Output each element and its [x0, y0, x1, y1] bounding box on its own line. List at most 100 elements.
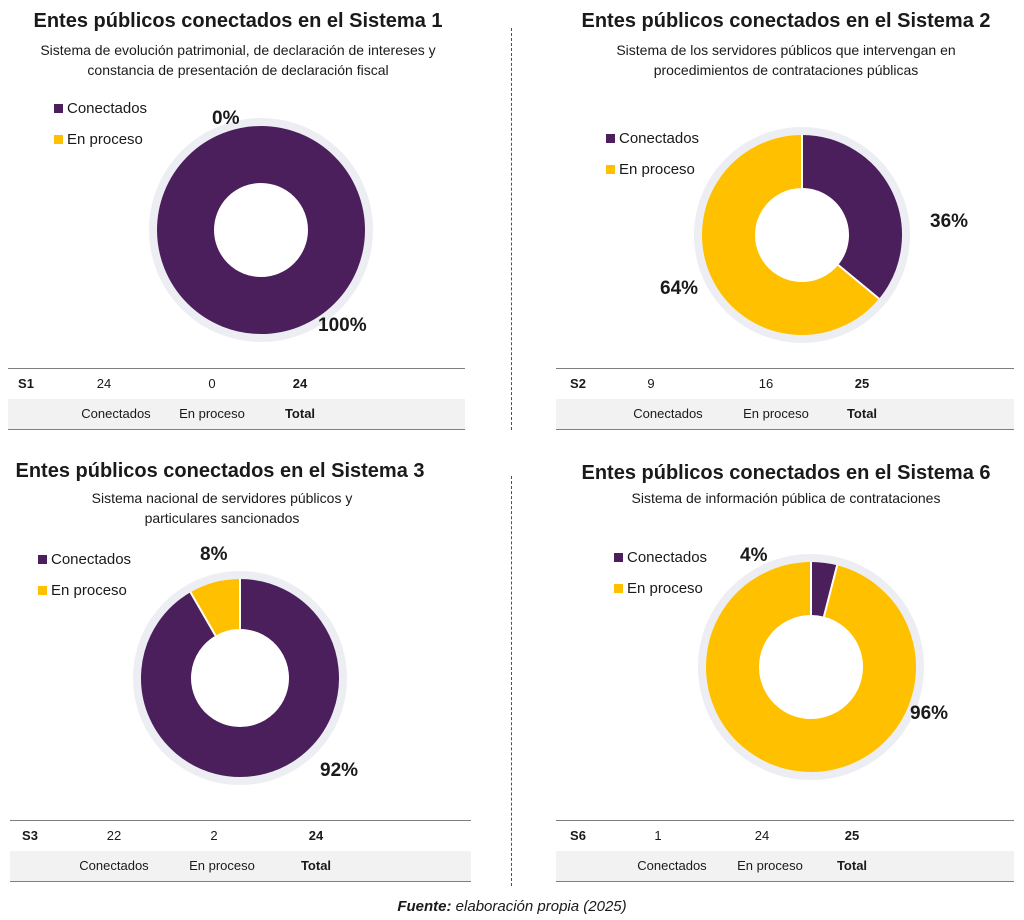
table-value-conectados: 9 [647, 376, 655, 391]
table-value-total: 25 [844, 828, 860, 843]
legend-swatch-conectados [614, 553, 623, 562]
chart-legend: Conectados En proceso [38, 544, 131, 606]
panel-sistema-1: Entes públicos conectados en el Sistema … [0, 0, 476, 440]
legend-swatch-en-proceso [38, 586, 47, 595]
legend-label: En proceso [51, 582, 127, 599]
table-row-headers: Conectados En proceso Total [10, 851, 471, 882]
table-value-total: 24 [292, 376, 308, 391]
table-value-conectados: 1 [654, 828, 662, 843]
donut-slice-conectados [157, 126, 365, 334]
table-row-headers: Conectados En proceso Total [556, 399, 1014, 430]
table-code: S1 [18, 376, 34, 391]
table-header-total: Total [836, 858, 868, 873]
donut-slice-conectados [800, 135, 902, 299]
legend-label: En proceso [627, 580, 703, 597]
pct-label-en-proceso: 96% [910, 703, 949, 724]
table-value-conectados: 24 [96, 376, 112, 391]
table-header-conectados: Conectados [637, 858, 707, 873]
table-header-conectados: Conectados [79, 858, 149, 873]
donut-shadow [133, 571, 347, 785]
slice-separator [822, 565, 839, 617]
pct-label-en-proceso: 0% [212, 108, 240, 129]
panel-sistema-2: Entes públicos conectados en el Sistema … [548, 0, 1024, 440]
subtitle-line: Sistema de información pública de contra… [631, 490, 941, 506]
table-header-conectados: Conectados [633, 406, 703, 421]
table-value-total: 24 [308, 828, 324, 843]
donut-chart [149, 118, 373, 342]
donut-chart [698, 554, 924, 780]
table-value-en-proceso: 24 [754, 828, 770, 843]
data-table: S1 24 0 24 Conectados En proceso Total [8, 368, 465, 430]
legend-label: Conectados [627, 549, 708, 566]
legend-item-en-proceso: En proceso [54, 124, 147, 155]
table-header-total: Total [846, 406, 878, 421]
panel-title: Entes públicos conectados en el Sistema … [581, 10, 991, 32]
table-row-headers: Conectados En proceso Total [8, 399, 465, 430]
panel-subtitle: Sistema de información pública de contra… [548, 488, 1024, 508]
table-header-en-proceso: En proceso [737, 858, 803, 873]
pct-label-en-proceso: 64% [660, 278, 699, 299]
donut-slice-en-proceso [190, 579, 242, 637]
donut-slice-conectados [141, 579, 339, 777]
source-text: elaboración propia (2025) [451, 898, 627, 915]
pct-label-conectados: 100% [318, 315, 367, 336]
table-value-en-proceso: 2 [210, 828, 218, 843]
donut-slice-en-proceso [702, 135, 880, 335]
table-value-total: 25 [854, 376, 870, 391]
table-row-values: S3 22 2 24 [10, 820, 471, 852]
legend-swatch-conectados [38, 555, 47, 564]
chart-legend: Conectados En proceso [54, 93, 147, 155]
donut-slice-en-proceso [706, 562, 916, 772]
table-code: S3 [22, 828, 38, 843]
donut-chart [694, 127, 910, 343]
legend-label: Conectados [51, 551, 132, 568]
panel-subtitle: Sistema de evolución patrimonial, de dec… [0, 40, 476, 80]
legend-swatch-en-proceso [614, 584, 623, 593]
legend-swatch-conectados [54, 104, 63, 113]
pct-label-en-proceso: 8% [200, 544, 228, 565]
pct-label-conectados: 4% [740, 545, 768, 566]
legend-item-conectados: Conectados [606, 123, 699, 154]
table-value-en-proceso: 0 [208, 376, 216, 391]
table-code: S2 [570, 376, 586, 391]
table-header-total: Total [300, 858, 332, 873]
panel-title: Entes públicos conectados en el Sistema … [33, 10, 443, 32]
donut-shadow [694, 127, 910, 343]
pct-label-conectados: 92% [320, 760, 359, 781]
data-table: S6 1 24 25 Conectados En proceso Total [556, 820, 1014, 882]
slice-separator [837, 264, 880, 300]
table-header-conectados: Conectados [81, 406, 151, 421]
legend-label: En proceso [67, 131, 143, 148]
slice-separator [189, 591, 217, 637]
legend-item-en-proceso: En proceso [606, 154, 699, 185]
subtitle-line: Sistema nacional de servidores públicos … [91, 490, 353, 506]
panel-sistema-6: Entes públicos conectados en el Sistema … [548, 450, 1024, 890]
chart-legend: Conectados En proceso [614, 542, 707, 604]
panel-divider-top [511, 28, 512, 430]
legend-swatch-conectados [606, 134, 615, 143]
legend-item-en-proceso: En proceso [614, 573, 707, 604]
table-header-total: Total [284, 406, 316, 421]
legend-item-conectados: Conectados [614, 542, 707, 573]
table-row-values: S1 24 0 24 [8, 368, 465, 400]
table-code: S6 [570, 828, 586, 843]
legend-item-conectados: Conectados [38, 544, 131, 575]
table-row-values: S2 9 16 25 [556, 368, 1014, 400]
table-row-headers: Conectados En proceso Total [556, 851, 1014, 882]
legend-label: En proceso [619, 161, 695, 178]
subtitle-line: constancia de presentación de declaració… [87, 62, 389, 78]
table-value-en-proceso: 16 [758, 376, 774, 391]
panel-divider-bottom [511, 476, 512, 886]
panel-sistema-3: Entes públicos conectados en el Sistema … [0, 450, 476, 890]
legend-label: Conectados [619, 130, 700, 147]
panel-title: Entes públicos conectados en el Sistema … [15, 460, 425, 482]
table-header-en-proceso: En proceso [743, 406, 809, 421]
legend-swatch-en-proceso [606, 165, 615, 174]
table-value-conectados: 22 [106, 828, 122, 843]
panel-title: Entes públicos conectados en el Sistema … [581, 462, 991, 484]
donut-shadow [149, 118, 373, 342]
donut-shadow [698, 554, 924, 780]
subtitle-line: particulares sancionados [144, 510, 300, 526]
source-note: Fuente: elaboración propia (2025) [0, 898, 1024, 915]
donut-slice-conectados [810, 562, 838, 617]
